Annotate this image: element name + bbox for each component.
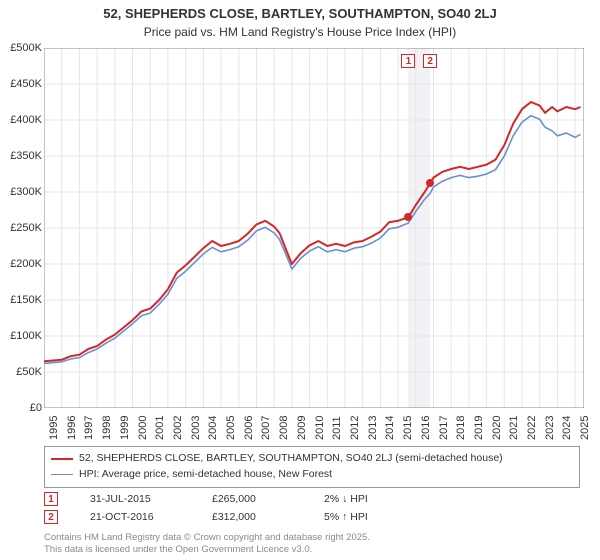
x-tick-label: 1996 [66,416,78,440]
x-tick-label: 2018 [455,416,467,440]
y-tick-label: £450K [0,78,42,90]
legend-row-1: 52, SHEPHERDS CLOSE, BARTLEY, SOUTHAMPTO… [51,451,573,467]
x-tick-label: 2000 [137,416,149,440]
plot-dot-2 [426,179,434,187]
y-tick-label: £250K [0,222,42,234]
x-tick-label: 2004 [207,416,219,440]
x-tick-label: 2024 [561,416,573,440]
sale-price-1: £265,000 [212,493,292,505]
legend-row-2: HPI: Average price, semi-detached house,… [51,467,573,483]
x-tick-label: 1998 [101,416,113,440]
x-tick-label: 2013 [367,416,379,440]
sale-price-2: £312,000 [212,511,292,523]
attribution-line-2: This data is licensed under the Open Gov… [44,544,370,556]
sale-row-2: 2 21-OCT-2016 £312,000 5% ↑ HPI [44,508,580,526]
legend: 52, SHEPHERDS CLOSE, BARTLEY, SOUTHAMPTO… [44,446,580,488]
sale-table: 1 31-JUL-2015 £265,000 2% ↓ HPI 2 21-OCT… [44,490,580,526]
x-tick-label: 2020 [491,416,503,440]
x-tick-label: 2022 [526,416,538,440]
legend-label-2: HPI: Average price, semi-detached house,… [79,467,332,483]
x-tick-label: 1997 [83,416,95,440]
legend-swatch-2 [51,474,73,475]
sale-marker-2: 2 [44,510,58,524]
x-tick-label: 2025 [579,416,591,440]
x-tick-label: 2014 [384,416,396,440]
x-tick-label: 2012 [349,416,361,440]
x-tick-label: 2006 [243,416,255,440]
y-tick-label: £0 [0,402,42,414]
attribution: Contains HM Land Registry data © Crown c… [44,532,370,556]
x-tick-label: 2010 [314,416,326,440]
attribution-line-1: Contains HM Land Registry data © Crown c… [44,532,370,544]
y-tick-label: £100K [0,330,42,342]
legend-label-1: 52, SHEPHERDS CLOSE, BARTLEY, SOUTHAMPTO… [79,451,503,467]
y-tick-label: £200K [0,258,42,270]
y-tick-label: £300K [0,186,42,198]
x-tick-label: 2008 [278,416,290,440]
x-tick-label: 2011 [331,416,343,440]
legend-swatch-1 [51,458,73,460]
y-tick-label: £500K [0,42,42,54]
x-tick-label: 2016 [420,416,432,440]
x-tick-label: 2023 [544,416,556,440]
y-tick-label: £350K [0,150,42,162]
sale-marker-1: 1 [44,492,58,506]
x-tick-label: 1995 [48,416,60,440]
x-tick-label: 2009 [296,416,308,440]
chart-svg [44,48,584,408]
chart-subtitle: Price paid vs. HM Land Registry's House … [0,23,600,39]
x-tick-label: 2017 [438,416,450,440]
plot-marker-1: 1 [401,54,415,68]
plot-marker-2: 2 [423,54,437,68]
sale-delta-2: 5% ↑ HPI [324,511,404,523]
x-tick-label: 2021 [508,416,520,440]
sale-date-2: 21-OCT-2016 [90,511,180,523]
x-tick-label: 2003 [190,416,202,440]
sale-delta-1: 2% ↓ HPI [324,493,404,505]
y-tick-label: £50K [0,366,42,378]
y-tick-label: £400K [0,114,42,126]
x-tick-label: 1999 [119,416,131,440]
x-tick-label: 2015 [402,416,414,440]
plot-dot-1 [404,213,412,221]
sale-date-1: 31-JUL-2015 [90,493,180,505]
x-tick-label: 2001 [154,416,166,440]
x-tick-label: 2007 [260,416,272,440]
sale-row-1: 1 31-JUL-2015 £265,000 2% ↓ HPI [44,490,580,508]
chart-title: 52, SHEPHERDS CLOSE, BARTLEY, SOUTHAMPTO… [0,0,600,23]
x-tick-label: 2002 [172,416,184,440]
x-tick-label: 2019 [473,416,485,440]
x-tick-label: 2005 [225,416,237,440]
y-tick-label: £150K [0,294,42,306]
plot-area [44,48,584,408]
